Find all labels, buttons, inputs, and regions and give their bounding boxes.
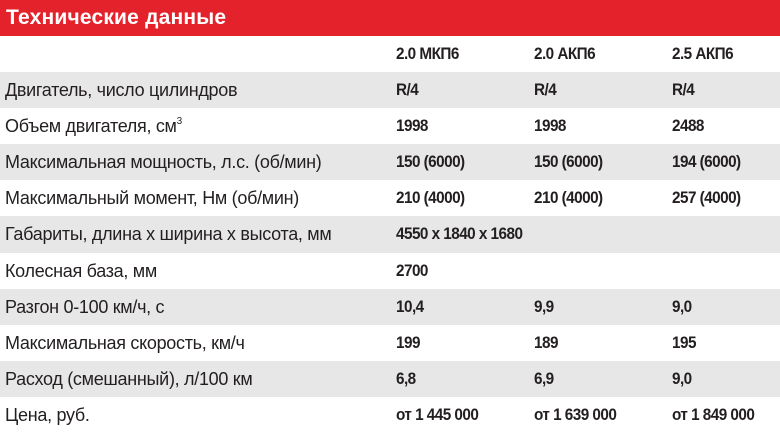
cell-value: 150 (6000) xyxy=(534,152,603,172)
row-label: Максимальная мощность, л.с. (об/мин) xyxy=(5,144,322,180)
cell-value: 195 xyxy=(672,332,696,352)
cell-value: 257 (4000) xyxy=(672,188,741,208)
row-label-text: Колесная база, мм xyxy=(5,260,157,281)
table-title: Технические данные xyxy=(0,0,780,36)
row-label: Максимальная скорость, км/ч xyxy=(5,325,245,361)
row-label-text: Максимальная мощность, л.с. (об/мин) xyxy=(5,152,322,173)
row-label: Максимальный момент, Нм (об/мин) xyxy=(5,180,299,216)
cell-value: 6,8 xyxy=(396,368,416,388)
cell-value: 194 (6000) xyxy=(672,152,741,172)
row-label-text: Объем двигателя, см xyxy=(5,116,177,137)
row-label: Колесная база, мм xyxy=(5,253,157,289)
cell-value: R/4 xyxy=(534,80,557,100)
cell-value: 9,0 xyxy=(672,296,692,316)
table-row: Габариты, длина х ширина х высота, мм 455… xyxy=(0,216,780,253)
row-label-text: Цена, руб. xyxy=(5,404,90,425)
cell-value: от 1 445 000 xyxy=(396,404,479,424)
row-label: Разгон 0-100 км/ч, с xyxy=(5,289,165,325)
table-row: Максимальный момент, Нм (об/мин) 210 (400… xyxy=(0,180,780,216)
table-row: Максимальная мощность, л.с. (об/мин) 150 … xyxy=(0,144,780,181)
row-label-text: Габариты, длина х ширина х высота, мм xyxy=(5,224,332,245)
cell-value: 210 (4000) xyxy=(396,188,465,208)
row-label-text: Расход (смешанный), л/100 км xyxy=(5,368,253,389)
cell-value: 10,4 xyxy=(396,296,424,316)
table-row: Колесная база, мм 2700 xyxy=(0,253,780,289)
cell-value: 189 xyxy=(534,332,558,352)
row-label-text: Двигатель, число цилиндров xyxy=(5,80,238,101)
row-label: Двигатель, число цилиндров xyxy=(5,72,238,108)
row-label-text: Максимальный момент, Нм (об/мин) xyxy=(5,188,299,209)
cell-value: 1998 xyxy=(396,116,428,136)
row-label: Габариты, длина х ширина х высота, мм xyxy=(5,216,332,252)
cell-value: 199 xyxy=(396,332,420,352)
cell-value: 2488 xyxy=(672,116,704,136)
spec-table: 2.0 МКП6 2.0 АКП6 2.5 АКП6 Двигатель, чи… xyxy=(0,36,780,433)
table-row: Двигатель, число цилиндров R/4 R/4 R/4 xyxy=(0,72,780,109)
column-header: 2.0 АКП6 xyxy=(534,44,596,63)
cell-value: R/4 xyxy=(672,80,695,100)
cell-value: 1998 xyxy=(534,116,566,136)
row-label: Объем двигателя, см3 xyxy=(5,108,182,144)
cell-value: 210 (4000) xyxy=(534,188,603,208)
table-row: Цена, руб. от 1 445 000 от 1 639 000 от 1 8… xyxy=(0,397,780,433)
cell-value: R/4 xyxy=(396,80,419,100)
table-row: Расход (смешанный), л/100 км 6,8 6,9 9,0 xyxy=(0,360,780,397)
row-label: Расход (смешанный), л/100 км xyxy=(5,361,253,397)
row-label-text: Максимальная скорость, км/ч xyxy=(5,332,245,353)
cell-value: 150 (6000) xyxy=(396,152,465,172)
column-header: 2.5 АКП6 xyxy=(672,44,734,63)
cell-value: 9,9 xyxy=(534,296,554,316)
table-row: Максимальная скорость, км/ч 199 189 195 xyxy=(0,325,780,361)
table-row: Разгон 0-100 км/ч, с 10,4 9,9 9,0 xyxy=(0,288,780,325)
cell-value: 9,0 xyxy=(672,368,692,388)
row-label-text: Разгон 0-100 км/ч, с xyxy=(5,296,165,317)
superscript: 3 xyxy=(176,116,183,128)
table-row: Объем двигателя, см3 1998 1998 2488 xyxy=(0,108,780,144)
row-label: Цена, руб. xyxy=(5,397,90,433)
cell-value: 2700 xyxy=(396,260,428,280)
cell-value: 6,9 xyxy=(534,368,554,388)
cell-value: 4550 x 1840 x 1680 xyxy=(396,224,523,244)
column-header-row: 2.0 МКП6 2.0 АКП6 2.5 АКП6 xyxy=(0,36,780,72)
cell-value: от 1 639 000 xyxy=(534,404,617,424)
cell-value: от 1 849 000 xyxy=(672,404,755,424)
column-header: 2.0 МКП6 xyxy=(396,44,459,63)
